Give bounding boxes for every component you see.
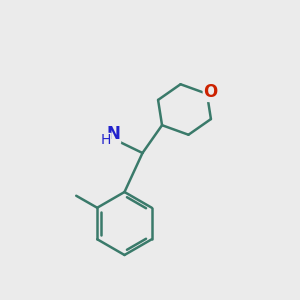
Text: O: O — [203, 83, 218, 101]
Text: N: N — [106, 125, 120, 143]
Text: H: H — [101, 133, 111, 147]
